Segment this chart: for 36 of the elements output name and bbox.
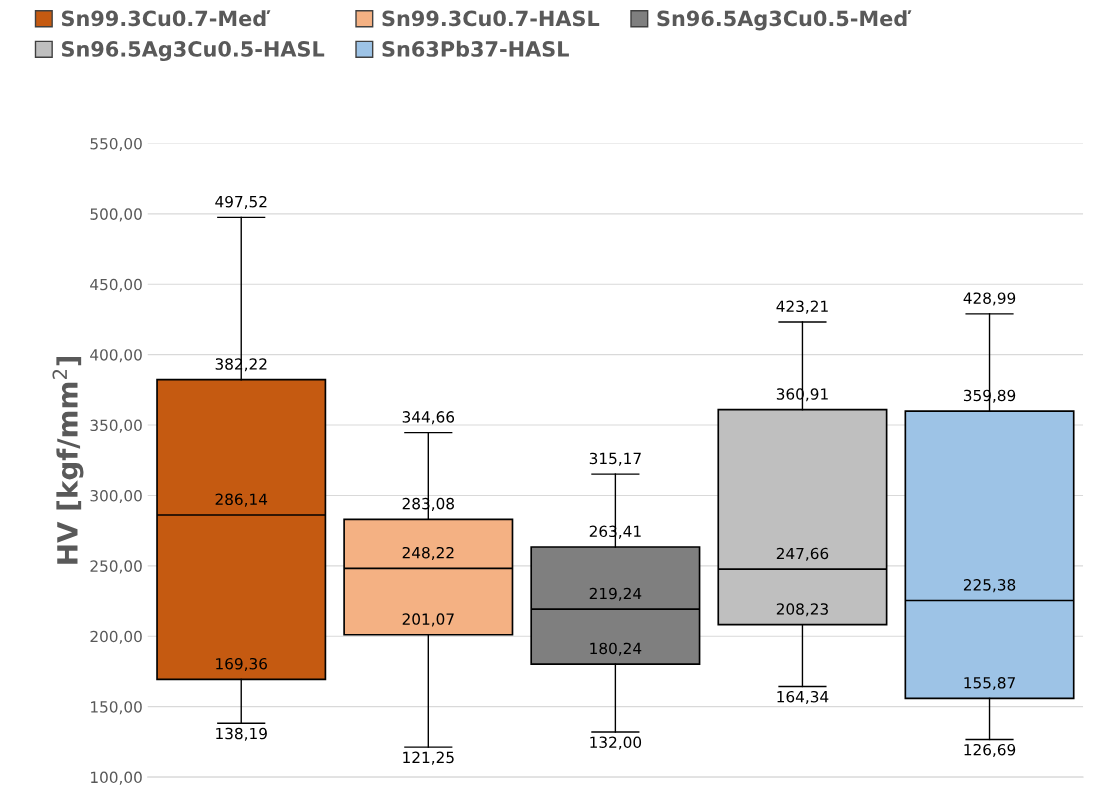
y-tick-label: 450,00 [90,278,142,292]
text: 248,22 [402,546,454,561]
y-tick-label: 200,00 [90,630,142,644]
y-axis-title: HV [kgf/mm$^{2}$] [52,356,84,564]
text: 132,00 [590,736,642,750]
text: 164,34 [777,690,829,705]
legend-label: Sn99.3Cu0.7-Meď [61,10,271,27]
y-tick-label: 100,00 [91,771,142,785]
text: 225,38 [963,579,1016,593]
text: 315,17 [589,452,641,466]
text: 219,24 [589,587,642,601]
text: 344,66 [402,411,455,425]
legend-label: Sn99.3Cu0.7-HASL [382,10,600,27]
legend-label: Sn63Pb37-HASL [382,40,569,57]
text: 208,23 [776,603,828,617]
text: 286,14 [215,493,268,507]
y-tick-label: 350,00 [90,419,142,433]
y-tick-label: 300,00 [90,489,142,504]
text: 201,07 [402,613,454,627]
text: 180,24 [590,642,642,656]
y-tick-label: 150,00 [91,701,142,715]
text: 169,36 [216,657,267,672]
text: 497,52 [215,195,267,210]
y-tick-label: 550,00 [90,137,142,152]
y-tick-label: 500,00 [90,208,142,222]
text: 126,69 [964,743,1016,758]
legend-label: Sn96.5Ag3Cu0.5-Meď [657,10,912,31]
y-tick-label: 400,00 [90,349,142,363]
text: 423,21 [776,300,828,314]
text: 428,99 [963,292,1016,306]
text: 121,25 [403,751,454,765]
text: 247,66 [776,547,829,561]
y-tick-label: 250,00 [90,560,142,574]
text: 138,19 [216,727,267,741]
text: 155,87 [964,676,1015,691]
legend-label: Sn96.5Ag3Cu0.5-HASL [61,41,325,62]
